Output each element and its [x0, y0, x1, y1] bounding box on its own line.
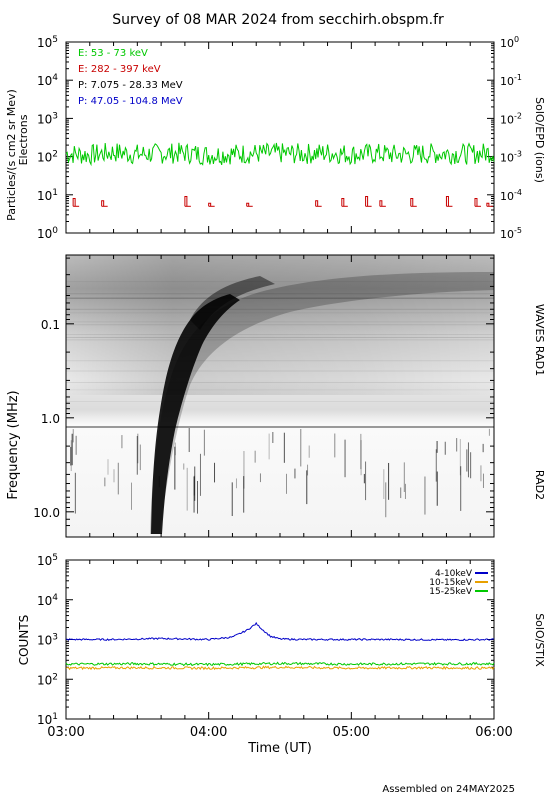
- stix-line-10-15keV: [65, 665, 495, 671]
- radio-burst-core: [151, 294, 240, 534]
- epd-electron-high-mark: [365, 196, 369, 207]
- epd-electron-high-mark: [315, 200, 319, 207]
- epd-ylabel-electrons: Electrons: [17, 114, 30, 165]
- waves-tick-label: 0.1: [41, 318, 60, 332]
- epd-electron-high-mark: [341, 198, 345, 207]
- stix-y-tick-label: 104: [37, 593, 58, 608]
- epd-right-tick-label: 100: [500, 35, 519, 50]
- rad1-rad2-boundary: [66, 426, 494, 428]
- epd-electron-high-mark: [474, 198, 478, 207]
- epd-plot-frame: [65, 41, 495, 234]
- epd-right-tick-label: 10-5: [500, 226, 522, 241]
- epd-electron-high-mark: [72, 198, 76, 207]
- x-axis-title: Time (UT): [247, 741, 312, 756]
- waves-tick-label: 1.0: [41, 412, 60, 426]
- epd-right-tick-label: 10-1: [500, 73, 522, 88]
- stix-y-tick-label: 102: [37, 672, 58, 687]
- epd-legend-item: P: 7.075 - 28.33 MeV: [78, 80, 183, 91]
- epd-electron-high-mark: [445, 196, 449, 207]
- epd-electron-low-line: [65, 142, 495, 167]
- spectrogram-haze: [66, 255, 494, 395]
- stix-legend: 4-10keV 10-15keV 15-25keV: [429, 569, 488, 597]
- stix-y-tick-label: 105: [37, 553, 58, 568]
- x-tick-label: 05:00: [333, 725, 370, 740]
- epd-right-tick-label: 10-4: [500, 188, 522, 203]
- epd-right-tick-label: 10-3: [500, 150, 522, 165]
- waves-tick-label: 10.0: [33, 506, 60, 520]
- waves-rad2-label: RAD2: [533, 470, 546, 500]
- epd-legend-item: P: 47.05 - 104.8 MeV: [78, 96, 183, 107]
- radio-burst-upper: [190, 276, 275, 330]
- stix-legend-item: 15-25keV: [429, 587, 473, 597]
- epd-legend-item: E: 282 - 397 keV: [78, 64, 161, 75]
- spectrogram-streaks: [66, 281, 494, 518]
- waves-panel: 0.1 1.0 10.0 Frequency (MHz) WAVES RAD1 RA…: [6, 254, 546, 538]
- epd-left-tick-label: 105: [37, 35, 58, 50]
- epd-electron-high-mark: [246, 202, 250, 207]
- stix-y-tick-label: 101: [37, 712, 58, 727]
- epd-right-axis: 10-5 10-4 10-3 10-2 10-1 100: [487, 35, 522, 241]
- epd-left-tick-label: 104: [37, 73, 58, 88]
- epd-legend-item: E: 53 - 73 keV: [78, 48, 148, 59]
- assembled-footer: Assembled on 24MAY2025: [382, 784, 515, 795]
- epd-electron-high-mark: [208, 202, 212, 207]
- x-tick-label: 03:00: [47, 725, 84, 740]
- stix-ylabel-right: SolO/STIX: [533, 613, 546, 667]
- stix-series-group: [65, 621, 495, 671]
- figure-title: Survey of 08 MAR 2024 from secchirh.obsp…: [112, 12, 444, 28]
- epd-left-tick-label: 100: [37, 226, 58, 241]
- waves-ylabel: Frequency (MHz): [6, 390, 21, 499]
- epd-electron-high-mark: [379, 200, 383, 207]
- epd-electron-high-mark: [101, 200, 105, 207]
- epd-left-axis: 100 101 102 103 104 105: [37, 35, 495, 241]
- epd-electron-high-mark: [410, 198, 414, 207]
- epd-right-tick-label: 10-2: [500, 111, 522, 126]
- waves-rad1-label: WAVES RAD1: [533, 304, 546, 376]
- epd-left-tick-label: 103: [37, 111, 58, 126]
- stix-ylabel: COUNTS: [17, 615, 31, 666]
- x-tick-label: 06:00: [475, 725, 512, 740]
- stix-line-15-25keV: [65, 661, 495, 667]
- epd-electron-high-mark: [486, 202, 490, 207]
- stix-y-tick-label: 103: [37, 633, 58, 648]
- epd-ylabel: Particles/(s cm2 sr Mev): [5, 89, 18, 221]
- stix-legend-item: 10-15keV: [429, 578, 473, 588]
- x-tick-label: 04:00: [190, 725, 227, 740]
- stix-line-4-10keV: [65, 621, 495, 642]
- waves-y-axis: 0.1 1.0 10.0: [33, 255, 495, 537]
- stix-axes: 101 102 103 104 105 03:00 04:00 05:00 06:00: [37, 553, 513, 740]
- epd-ylabel-right: SolO/EPD (ions): [533, 97, 546, 183]
- epd-left-tick-label: 102: [37, 150, 58, 165]
- epd-legend: E: 53 - 73 keV E: 282 - 397 keV P: 7.075…: [78, 48, 183, 107]
- stix-legend-item: 4-10keV: [435, 569, 473, 579]
- epd-electron-high-mark: [184, 196, 188, 207]
- epd-left-tick-label: 101: [37, 188, 58, 203]
- stix-panel: 101 102 103 104 105 03:00 04:00 05:00 06:00 4-10…: [17, 553, 546, 756]
- epd-series-group: [65, 142, 495, 207]
